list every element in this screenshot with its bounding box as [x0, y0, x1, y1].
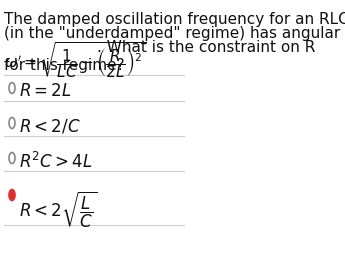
Text: $R < 2\sqrt{\dfrac{L}{C}}$: $R < 2\sqrt{\dfrac{L}{C}}$: [19, 189, 97, 230]
Text: for this regime?: for this regime?: [4, 58, 125, 73]
Text: $\omega' = \sqrt{\dfrac{1}{LC} - \left(\dfrac{R}{2L}\right)^2}$: $\omega' = \sqrt{\dfrac{1}{LC} - \left(\…: [4, 40, 147, 80]
Text: (in the "underdamped" regime) has angular frequency: (in the "underdamped" regime) has angula…: [4, 26, 345, 41]
Text: $R < 2/C$: $R < 2/C$: [19, 117, 80, 135]
Circle shape: [9, 190, 15, 200]
Text: The damped oscillation frequency for an RLC circuit: The damped oscillation frequency for an …: [4, 12, 345, 27]
Text: $R=2L$: $R=2L$: [19, 82, 71, 100]
Text: . What is the constraint on R: . What is the constraint on R: [97, 40, 315, 55]
Text: $R^2C > 4L$: $R^2C > 4L$: [19, 152, 92, 172]
